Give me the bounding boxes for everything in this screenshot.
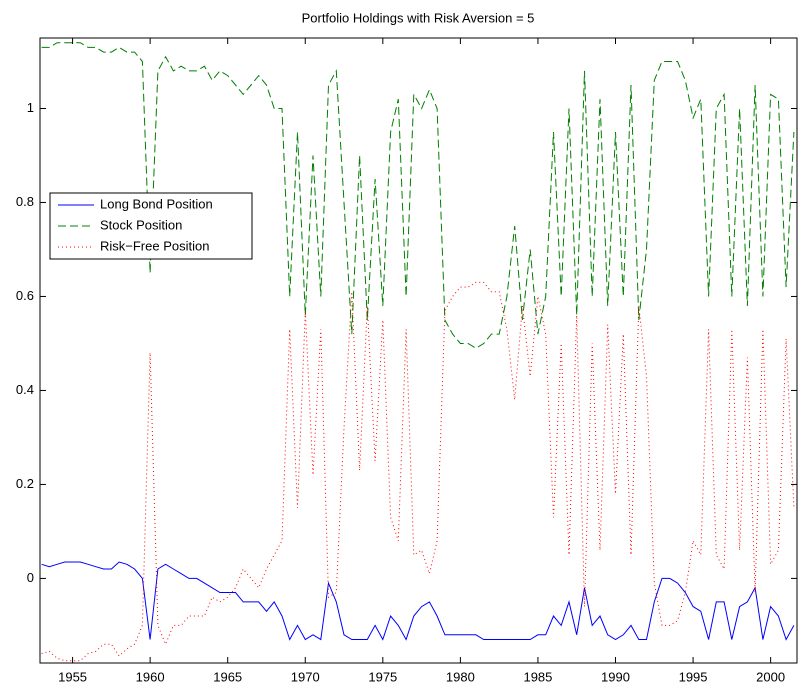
x-tick-label: 1970 (291, 669, 320, 684)
x-tick-label: 1980 (446, 669, 475, 684)
y-tick-label: 0 (27, 570, 34, 585)
legend-label: Risk−Free Position (100, 238, 209, 253)
y-tick-label: 0.2 (16, 476, 34, 491)
legend-label: Long Bond Position (100, 196, 213, 211)
series-line (41, 561, 795, 641)
y-tick-label: 1 (27, 100, 34, 115)
x-tick-label: 1995 (679, 669, 708, 684)
y-tick-label: 0.8 (16, 194, 34, 209)
series-line (41, 42, 795, 349)
y-tick-label: 0.4 (16, 382, 34, 397)
x-tick-label: 1975 (368, 669, 397, 684)
x-tick-label: 1965 (213, 669, 242, 684)
x-tick-label: 1955 (58, 669, 87, 684)
legend-label: Stock Position (100, 217, 182, 232)
x-tick-label: 2000 (756, 669, 785, 684)
x-tick-label: 1990 (601, 669, 630, 684)
chart-title: Portfolio Holdings with Risk Aversion = … (302, 10, 535, 25)
x-tick-label: 1960 (136, 669, 165, 684)
x-tick-label: 1985 (523, 669, 552, 684)
y-tick-label: 0.6 (16, 288, 34, 303)
plot-frame (39, 37, 798, 664)
